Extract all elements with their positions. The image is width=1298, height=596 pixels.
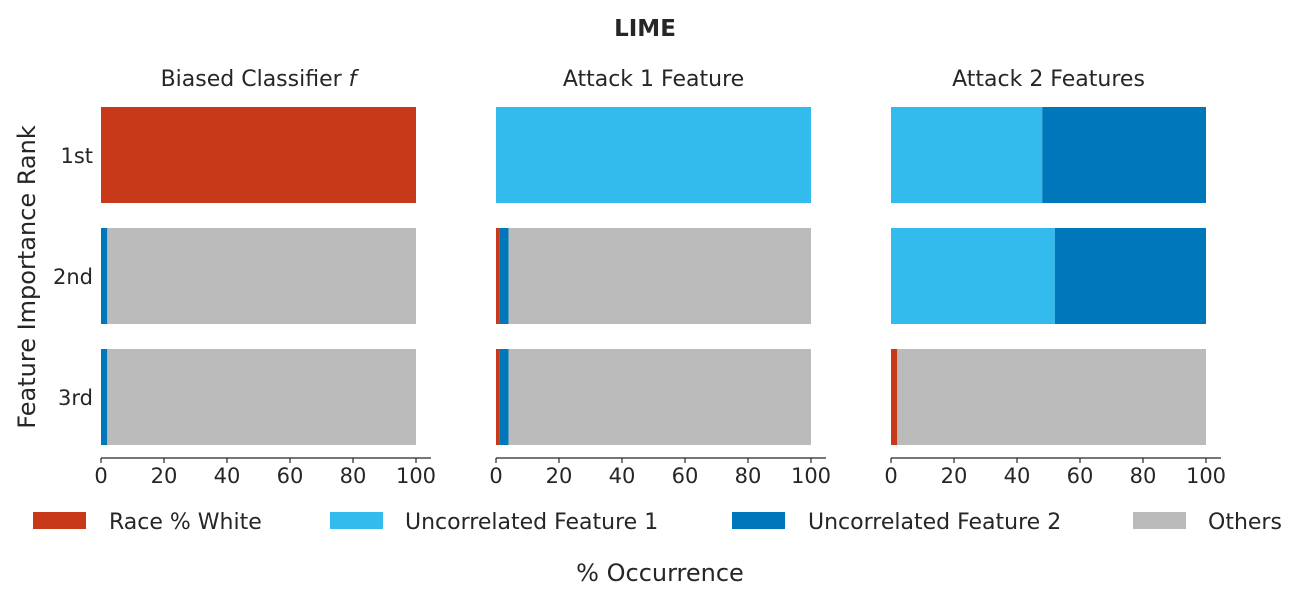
bar-segment-uncorrelated-feature-2-3rd <box>101 349 108 445</box>
bar-segment-others-3rd <box>897 349 1206 445</box>
x-tick-label: 20 <box>941 464 968 488</box>
legend: Race % White Uncorrelated Feature 1 Uncorr… <box>33 510 1282 535</box>
legend-swatch <box>33 512 86 529</box>
chart-title: LIME <box>614 16 676 42</box>
bar-segment-race-white-3rd <box>496 349 500 445</box>
bar-segment-uncorrelated-feature-2-2nd <box>1054 228 1206 324</box>
legend-label: Uncorrelated Feature 1 <box>405 510 658 535</box>
bar-segment-uncorrelated-feature-2-2nd <box>499 228 509 324</box>
bar-segment-others-2nd <box>508 228 811 324</box>
x-tick-label: 80 <box>735 464 762 488</box>
x-tick-label: 20 <box>546 464 573 488</box>
bar-segment-others-3rd <box>508 349 811 445</box>
legend-item-4: Others <box>1133 510 1282 535</box>
x-tick-label: 20 <box>151 464 178 488</box>
y-axis-label: Feature Importance Rank <box>13 125 41 429</box>
y-tick-label: 1st <box>60 144 93 168</box>
legend-label: Others <box>1208 510 1282 535</box>
x-tick-label: 60 <box>672 464 699 488</box>
y-tick-label: 3rd <box>58 386 93 410</box>
x-tick-label: 0 <box>489 464 502 488</box>
bar-segment-uncorrelated-feature-2-1st <box>1042 107 1206 203</box>
panel-subtitle: Biased Classifier f <box>161 67 360 92</box>
legend-item-1: Race % White <box>33 510 262 535</box>
bar-segment-race-white-1st <box>101 107 416 203</box>
bar-segment-uncorrelated-feature-1-1st <box>496 107 811 203</box>
legend-item-3: Uncorrelated Feature 2 <box>732 510 1061 535</box>
x-tick-label: 40 <box>1004 464 1031 488</box>
bar-segment-others-2nd <box>107 228 417 324</box>
bar-segment-others-3rd <box>107 349 417 445</box>
legend-label: Uncorrelated Feature 2 <box>808 510 1061 535</box>
panel-1: Biased Classifier f 0 20 40 60 80 100 <box>94 67 436 488</box>
x-tick-label: 0 <box>884 464 897 488</box>
panel-subtitle: Attack 1 Feature <box>563 67 744 92</box>
x-tick-label: 80 <box>1130 464 1157 488</box>
bar-segment-race-white-2nd <box>496 228 500 324</box>
x-tick-label: 80 <box>340 464 367 488</box>
x-tick-label: 40 <box>214 464 241 488</box>
bar-segment-uncorrelated-feature-2-3rd <box>499 349 509 445</box>
panel-subtitle: Attack 2 Features <box>952 67 1145 92</box>
y-tick-label: 2nd <box>53 265 93 289</box>
x-tick-label: 100 <box>1186 464 1226 488</box>
x-tick-label: 40 <box>609 464 636 488</box>
bar-segment-uncorrelated-feature-2-2nd <box>101 228 108 324</box>
x-tick-label: 0 <box>94 464 107 488</box>
x-tick-label: 60 <box>277 464 304 488</box>
legend-label: Race % White <box>109 510 262 535</box>
legend-item-2: Uncorrelated Feature 1 <box>330 510 658 535</box>
bar-segment-uncorrelated-feature-1-2nd <box>891 228 1055 324</box>
bar-segment-race-white-3rd <box>891 349 898 445</box>
panel-subtitle-symbol: f <box>349 67 360 92</box>
panel-2: Attack 1 Feature 0 20 40 60 80 100 <box>489 67 831 488</box>
legend-swatch <box>330 512 383 529</box>
x-tick-label: 100 <box>791 464 831 488</box>
x-tick-label: 100 <box>396 464 436 488</box>
x-tick-label: 60 <box>1067 464 1094 488</box>
bar-segment-uncorrelated-feature-1-1st <box>891 107 1043 203</box>
legend-swatch <box>1133 512 1186 529</box>
x-axis-label: % Occurrence <box>576 559 744 587</box>
panel-3: Attack 2 Features 0 20 40 60 80 100 <box>884 67 1226 488</box>
legend-swatch <box>732 512 785 529</box>
